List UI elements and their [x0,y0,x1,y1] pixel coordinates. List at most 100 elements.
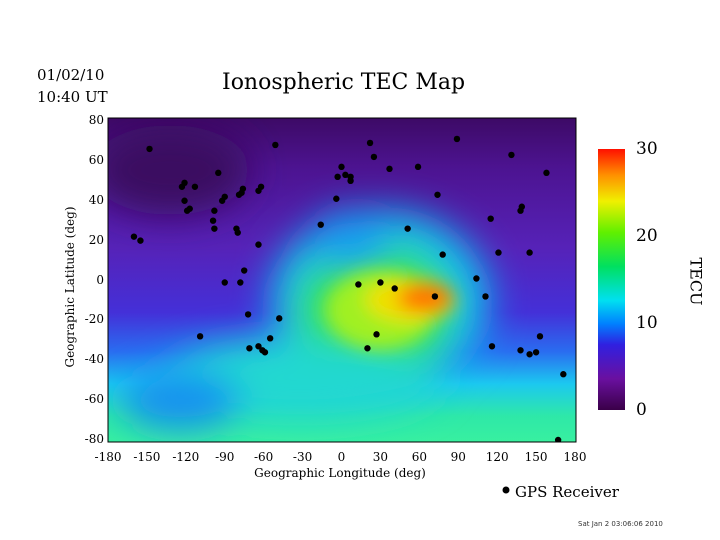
gps-receiver-marker [215,169,222,177]
x-tick-label: -30 [292,450,313,464]
gps-receiver-marker [532,349,540,356]
colorbar-tick-label: 0 [636,400,647,420]
x-tick-label: -120 [172,450,200,464]
gps-receiver-marker [439,251,446,258]
gps-receiver-marker [257,183,265,190]
gps-receiver-marker [276,315,283,322]
legend-label: GPS Receiver [515,483,619,501]
gps-receiver-marker [130,233,138,240]
y-tick-label: -60 [84,392,104,407]
gps-receiver-marker [234,229,241,236]
y-tick-label: -20 [84,312,104,327]
y-tick-label: 20 [88,232,104,247]
colorbar-tick-label: 20 [636,226,658,246]
map-date: 01/02/10 [37,66,105,84]
gps-receiver-marker [434,191,441,198]
y-tick-label: -80 [84,432,104,446]
gps-receiver-marker [221,279,228,286]
colorbar-label: TECU [686,257,706,306]
gps-receiver-marker [241,267,248,274]
gps-receiver-marker [364,345,371,352]
gps-receiver-marker [373,331,380,338]
x-tick-label: 180 [563,450,587,464]
colorbar-tick-label: 10 [636,313,658,333]
gps-receiver-marker [526,351,533,358]
gps-receiver-marker [355,281,362,288]
gps-receiver-marker [543,169,550,177]
x-tick-label: -90 [215,450,235,464]
legend-marker-icon [502,486,510,494]
gps-receiver-marker [370,153,378,161]
gps-receiver-marker [244,311,252,318]
footer-timestamp: Sat Jan 2 03:06:06 2010 [578,520,663,528]
gps-receiver-marker [146,145,153,153]
gps-receiver-marker [181,197,188,204]
gps-receiver-marker [221,193,228,200]
gps-receiver-marker [391,285,398,292]
gps-receiver-marker [137,237,144,244]
gps-receiver-marker [508,151,515,159]
gps-receiver-marker [186,205,193,212]
gps-receiver-marker [526,249,533,256]
gps-receiver-marker [196,333,204,340]
gps-receiver-marker [453,135,461,143]
y-tick-label: 80 [88,113,104,127]
gps-receiver-marker [473,275,480,282]
gps-receiver-marker [560,371,567,378]
gps-receiver-marker [495,249,502,256]
gps-receiver-marker [334,173,341,181]
gps-receiver-marker [255,241,262,248]
gps-receiver-marker [482,293,489,300]
gps-receiver-marker [178,183,186,190]
gps-receiver-marker [536,333,544,340]
gps-receiver-marker [338,163,345,171]
gps-receivers [130,135,567,442]
x-tick-label: 60 [411,450,427,464]
gps-receiver-marker [517,347,524,354]
gps-receiver-marker [366,139,374,147]
x-axis-label: Geographic Longitude (deg) [254,466,426,480]
y-axis-label: Geographic Latitude (deg) [63,206,77,368]
gps-receiver-marker [246,345,253,352]
gps-receiver-marker [211,225,218,232]
x-tick-label: 0 [337,450,346,464]
tec-heatmap [108,118,576,442]
gps-receiver-marker [272,141,279,149]
y-tick-label: -40 [84,352,104,367]
gps-receiver-marker [404,225,411,232]
x-tick-label: 30 [372,450,389,464]
gps-receiver-marker [235,191,243,198]
x-tick-label: -150 [133,450,161,464]
gps-receiver-marker [266,335,274,342]
gps-receiver-marker [488,343,496,350]
gps-receiver-marker [191,183,199,190]
gps-receiver-marker [261,349,269,356]
gps-receiver-marker [554,436,562,442]
gps-receiver-marker [342,171,349,179]
x-tick-label: 120 [485,450,509,464]
y-tick-label: 40 [88,192,104,207]
y-tick-label: 0 [96,272,104,287]
colorbar-tick-label: 30 [636,139,658,159]
x-tick-label: -180 [94,450,122,464]
y-tick-label: 60 [88,152,104,167]
x-tick-label: -60 [253,450,274,464]
gps-receiver-marker [317,221,324,228]
gps-receiver-marker [487,215,494,222]
x-tick-label: 150 [524,450,548,464]
x-tick-label: 90 [450,450,466,464]
plot-frame [107,117,577,443]
gps-receiver-marker [333,195,340,202]
gps-receiver-marker [255,343,262,350]
gps-receiver-marker [209,217,217,224]
colorbar [598,149,625,410]
gps-receiver-marker [377,279,384,286]
gps-receiver-marker [211,207,218,214]
gps-receiver-marker [237,279,244,286]
gps-receiver-marker [414,163,422,171]
map-time: 10:40 UT [37,88,108,106]
gps-receiver-marker [347,177,354,185]
gps-receiver-marker [431,293,439,300]
